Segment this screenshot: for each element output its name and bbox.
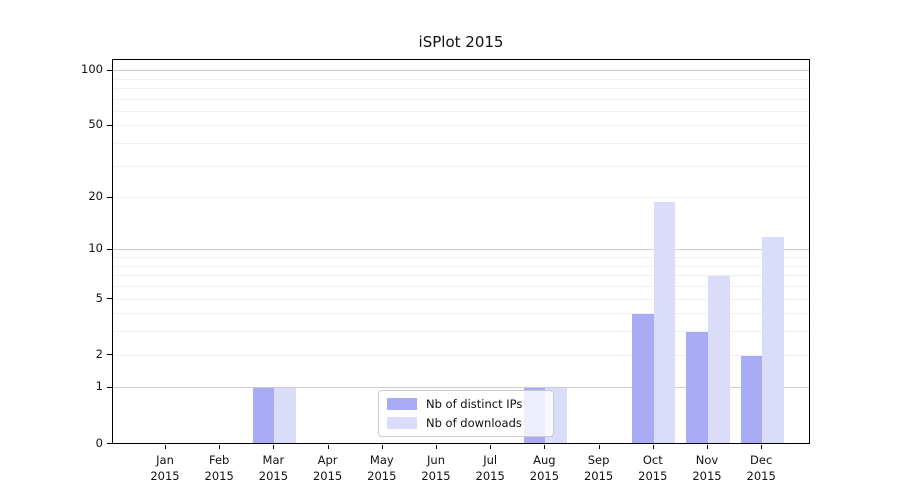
bar-mar-downloads [274, 388, 297, 444]
x-tick-mark [707, 445, 708, 449]
x-tick-mark [598, 445, 600, 449]
x-tick-label: Oct 2015 [638, 453, 668, 483]
y-tick-mark [107, 298, 112, 300]
x-tick-mark [327, 445, 329, 449]
x-tick-mark [436, 445, 437, 449]
x-tick-label: Mar 2015 [258, 453, 289, 483]
legend-swatch-downloads [387, 417, 417, 429]
legend-label-downloads: Nb of downloads [426, 416, 522, 430]
gridline [113, 298, 809, 300]
y-tick-label: 5 [95, 290, 103, 305]
y-tick-label: 10 [88, 241, 103, 256]
gridline [113, 313, 809, 315]
gridline [113, 275, 809, 277]
legend: Nb of distinct IPs Nb of downloads [378, 390, 554, 437]
gridline [113, 387, 809, 389]
bar-mar-distinct-ips [252, 388, 275, 444]
x-tick-label: Dec 2015 [746, 453, 776, 483]
y-tick-label: 50 [88, 117, 103, 132]
y-tick-mark [107, 354, 112, 356]
gridline [113, 331, 809, 333]
y-tick-label: 100 [81, 62, 103, 77]
gridline [113, 249, 809, 251]
x-tick-mark [761, 445, 763, 449]
gridline [113, 125, 809, 127]
plot-area: Nb of distinct IPs Nb of downloads [112, 59, 810, 444]
y-tick-mark [107, 443, 112, 444]
gridline [113, 197, 809, 199]
x-tick-label: Jul 2015 [475, 453, 505, 483]
x-tick-label: Feb 2015 [204, 453, 234, 483]
x-tick-mark [219, 445, 221, 449]
gridline [113, 354, 809, 356]
y-tick-label: 2 [95, 346, 103, 361]
bar-oct-distinct-ips [632, 314, 654, 444]
gridline [113, 87, 809, 89]
gridline [113, 257, 809, 259]
x-tick-label: Apr 2015 [312, 453, 343, 483]
y-tick-mark [107, 386, 112, 388]
gridline [113, 110, 809, 112]
y-tick-mark [107, 248, 112, 250]
bar-dec-downloads [762, 236, 784, 444]
y-tick-label: 20 [88, 189, 103, 204]
bar-nov-downloads [708, 276, 730, 444]
x-tick-mark [544, 445, 546, 449]
y-tick-mark [107, 124, 112, 126]
bar-nov-distinct-ips [686, 332, 708, 444]
gridline [113, 265, 809, 267]
x-tick-mark [652, 445, 654, 449]
legend-item-distinct-ips: Nb of distinct IPs [387, 397, 553, 411]
legend-swatch-distinct-ips [387, 398, 417, 410]
x-tick-mark [381, 445, 383, 449]
x-tick-label: Aug 2015 [529, 453, 560, 483]
y-tick-label: 1 [95, 379, 103, 394]
x-tick-mark [273, 445, 275, 449]
gridline [113, 78, 809, 80]
gridline [113, 286, 809, 288]
x-tick-label: Nov 2015 [692, 453, 722, 483]
x-tick-mark [165, 445, 166, 449]
x-tick-label: May 2015 [367, 453, 397, 483]
x-tick-label: Jan 2015 [150, 453, 180, 483]
gridline [113, 143, 809, 145]
x-tick-mark [490, 445, 492, 449]
gridline [113, 70, 809, 72]
chart-title: iSPlot 2015 [418, 33, 504, 51]
gridline [113, 98, 809, 100]
y-tick-mark [107, 196, 112, 198]
gridline [113, 165, 809, 167]
x-tick-label: Sep 2015 [583, 453, 614, 483]
y-tick-label: 0 [95, 435, 103, 450]
bar-dec-distinct-ips [740, 355, 763, 444]
legend-label-distinct-ips: Nb of distinct IPs [426, 397, 523, 411]
bar-oct-downloads [653, 202, 676, 444]
y-tick-mark [107, 69, 112, 71]
legend-item-downloads: Nb of downloads [387, 416, 553, 430]
x-tick-label: Jun 2015 [421, 453, 451, 483]
